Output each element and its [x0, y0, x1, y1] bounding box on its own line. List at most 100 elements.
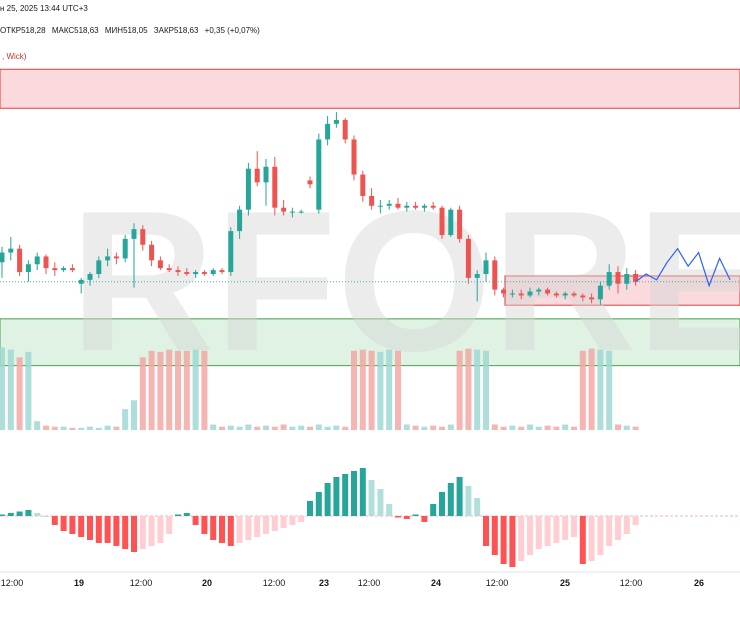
oscillator-bar — [166, 516, 173, 534]
candle-body — [254, 168, 260, 183]
candle[interactable] — [325, 116, 331, 146]
candle[interactable] — [597, 281, 603, 306]
candle[interactable] — [606, 264, 612, 290]
candle[interactable] — [149, 240, 155, 267]
candle[interactable] — [281, 199, 287, 216]
candle-body — [342, 119, 348, 140]
candle[interactable] — [377, 199, 383, 214]
candle[interactable] — [624, 268, 630, 290]
oscillator-bar — [148, 516, 155, 546]
volume-bar — [113, 426, 120, 430]
candle[interactable] — [157, 256, 163, 271]
oscillator-bar — [245, 516, 252, 540]
candle[interactable] — [0, 246, 5, 278]
volume-bar — [69, 427, 76, 430]
volume-bar — [16, 357, 23, 430]
candle[interactable] — [562, 291, 568, 300]
candle[interactable] — [263, 158, 269, 206]
candle[interactable] — [96, 256, 102, 278]
candle[interactable] — [615, 266, 621, 294]
candle[interactable] — [52, 262, 58, 276]
candle[interactable] — [421, 203, 427, 212]
candle[interactable] — [430, 201, 436, 210]
candle[interactable] — [333, 112, 339, 128]
volume-bar — [395, 350, 401, 430]
candle[interactable] — [17, 244, 23, 276]
candle-body — [615, 272, 621, 284]
candle-body — [113, 256, 119, 259]
candle[interactable] — [193, 270, 199, 278]
candle[interactable] — [69, 264, 75, 273]
candle[interactable] — [254, 151, 260, 187]
candle-body — [395, 203, 401, 208]
candle[interactable] — [228, 227, 234, 276]
candle[interactable] — [404, 201, 410, 212]
candle[interactable] — [580, 293, 586, 302]
candle[interactable] — [210, 268, 216, 276]
candle[interactable] — [140, 225, 146, 251]
candle[interactable] — [509, 289, 515, 298]
candle[interactable] — [439, 205, 445, 239]
candle[interactable] — [34, 252, 40, 271]
oscillator-bar — [113, 516, 120, 546]
candle[interactable] — [360, 170, 366, 202]
candle[interactable] — [237, 205, 243, 239]
candle-body — [325, 123, 331, 140]
candle[interactable] — [483, 252, 489, 282]
volume-bar — [148, 350, 155, 430]
oscillator-bar — [7, 513, 14, 516]
candle[interactable] — [298, 209, 304, 214]
candle[interactable] — [122, 235, 128, 263]
candle[interactable] — [316, 133, 322, 214]
candle[interactable] — [571, 291, 577, 298]
candle[interactable] — [25, 260, 31, 282]
candle-body — [52, 268, 58, 271]
candle[interactable] — [395, 197, 401, 210]
time-tick-label: 25 — [560, 578, 570, 588]
candle[interactable] — [457, 205, 463, 243]
candle[interactable] — [113, 252, 119, 265]
candle[interactable] — [589, 293, 595, 304]
candle[interactable] — [184, 268, 190, 276]
candle[interactable] — [465, 235, 471, 284]
candle-body — [606, 272, 612, 286]
candle[interactable] — [307, 176, 313, 189]
candle[interactable] — [369, 188, 375, 210]
candle[interactable] — [474, 270, 480, 302]
candle[interactable] — [536, 287, 542, 296]
time-tick-label: 20 — [202, 578, 212, 588]
candle[interactable] — [245, 162, 251, 216]
volume-bar — [465, 348, 472, 430]
candle[interactable] — [527, 287, 533, 298]
candle[interactable] — [61, 266, 67, 273]
candle[interactable] — [105, 248, 111, 267]
candle-body — [272, 166, 278, 208]
candle[interactable] — [219, 268, 225, 274]
oscillator-bar — [579, 516, 586, 564]
candle[interactable] — [342, 118, 348, 144]
candle[interactable] — [545, 287, 551, 296]
candle[interactable] — [8, 236, 14, 261]
candle[interactable] — [87, 272, 93, 286]
volume-bar — [615, 424, 621, 430]
volume-bar — [430, 425, 437, 430]
candle[interactable] — [289, 207, 295, 218]
candle-body — [105, 256, 111, 261]
candle[interactable] — [166, 264, 172, 273]
oscillator-bar — [95, 516, 102, 543]
candle[interactable] — [272, 157, 278, 216]
candle[interactable] — [131, 223, 137, 288]
candle[interactable] — [448, 207, 454, 237]
candle[interactable] — [351, 135, 357, 181]
candle[interactable] — [518, 289, 524, 300]
candle[interactable] — [492, 256, 498, 296]
candle[interactable] — [386, 199, 392, 210]
candle[interactable] — [553, 291, 559, 298]
candle[interactable] — [413, 201, 419, 210]
candle[interactable] — [175, 266, 181, 276]
candle[interactable] — [501, 287, 507, 298]
candle[interactable] — [633, 270, 639, 286]
candle[interactable] — [201, 270, 207, 276]
candle[interactable] — [43, 254, 49, 275]
